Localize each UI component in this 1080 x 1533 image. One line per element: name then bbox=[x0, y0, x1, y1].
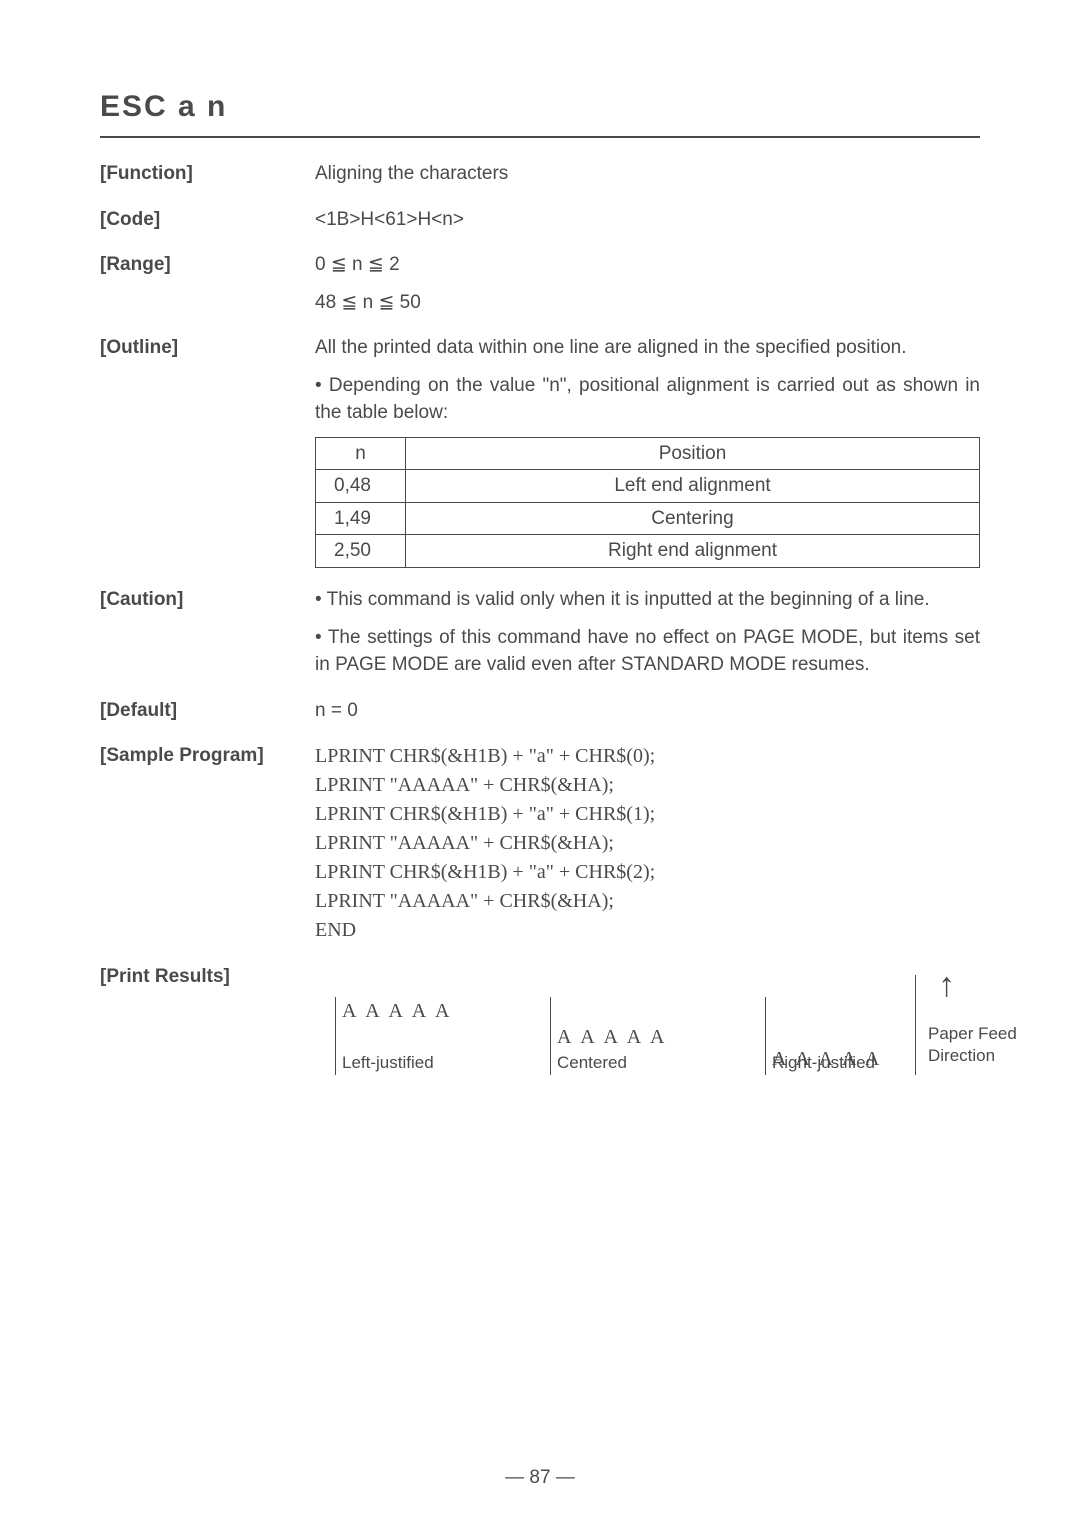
default-value: n = 0 bbox=[315, 697, 980, 725]
feed-label: Paper Feed Direction bbox=[928, 1023, 1017, 1067]
function-row: [Function] Aligning the characters bbox=[100, 160, 980, 188]
table-row: 1,49 Centering bbox=[316, 502, 980, 535]
paper-feed-box: ↑ Paper Feed Direction bbox=[915, 975, 1055, 1075]
print-right-label: Right-justified bbox=[772, 1051, 875, 1076]
code-line: LPRINT CHR$(&H1B) + "a" + CHR$(2); bbox=[315, 858, 980, 887]
sample-value: LPRINT CHR$(&H1B) + "a" + CHR$(0); LPRIN… bbox=[315, 742, 980, 945]
code-label: [Code] bbox=[100, 206, 315, 234]
code-row: [Code] <1B>H<61>H<n> bbox=[100, 206, 980, 234]
print-left-text: A A A A A bbox=[342, 997, 452, 1026]
code-line: END bbox=[315, 916, 980, 945]
print-left-col: A A A A A Left-justified bbox=[335, 997, 515, 1075]
table-head-pos: Position bbox=[406, 437, 980, 470]
range-line1: 0 ≦ n ≦ 2 bbox=[315, 251, 980, 279]
feed-line1: Paper Feed bbox=[928, 1024, 1017, 1043]
caution-row: [Caution] • This command is valid only w… bbox=[100, 586, 980, 679]
caution-label: [Caution] bbox=[100, 586, 315, 679]
sample-row: [Sample Program] LPRINT CHR$(&H1B) + "a"… bbox=[100, 742, 980, 945]
code-line: LPRINT "AAAAA" + CHR$(&HA); bbox=[315, 887, 980, 916]
function-label: [Function] bbox=[100, 160, 315, 188]
outline-p1: All the printed data within one line are… bbox=[315, 334, 980, 362]
table-row: 0,48 Left end alignment bbox=[316, 470, 980, 503]
table-cell: Left end alignment bbox=[406, 470, 980, 503]
table-cell: Right end alignment bbox=[406, 535, 980, 568]
outline-row: [Outline] All the printed data within on… bbox=[100, 334, 980, 568]
table-row: 2,50 Right end alignment bbox=[316, 535, 980, 568]
caution-p2: • The settings of this command have no e… bbox=[315, 624, 980, 679]
outline-value: All the printed data within one line are… bbox=[315, 334, 980, 568]
print-value: A A A A A Left-justified A A A A A Cente… bbox=[315, 967, 980, 1087]
print-label: [Print Results] bbox=[100, 963, 315, 1087]
table-cell: 1,49 bbox=[316, 502, 406, 535]
default-row: [Default] n = 0 bbox=[100, 697, 980, 725]
table-row: n Position bbox=[316, 437, 980, 470]
position-table: n Position 0,48 Left end alignment 1,49 … bbox=[315, 437, 980, 568]
table-cell: 0,48 bbox=[316, 470, 406, 503]
caution-value: • This command is valid only when it is … bbox=[315, 586, 980, 679]
arrow-up-icon: ↑ bbox=[938, 969, 955, 1003]
feed-line2: Direction bbox=[928, 1046, 995, 1065]
table-head-n: n bbox=[316, 437, 406, 470]
code-line: LPRINT "AAAAA" + CHR$(&HA); bbox=[315, 829, 980, 858]
table-cell: 2,50 bbox=[316, 535, 406, 568]
function-value: Aligning the characters bbox=[315, 160, 980, 188]
table-cell: Centering bbox=[406, 502, 980, 535]
range-line2: 48 ≦ n ≦ 50 bbox=[315, 289, 980, 317]
range-row: [Range] 0 ≦ n ≦ 2 48 ≦ n ≦ 50 bbox=[100, 251, 980, 316]
default-label: [Default] bbox=[100, 697, 315, 725]
range-label: [Range] bbox=[100, 251, 315, 316]
print-center-label: Centered bbox=[557, 1051, 627, 1076]
range-value: 0 ≦ n ≦ 2 48 ≦ n ≦ 50 bbox=[315, 251, 980, 316]
caution-p1: • This command is valid only when it is … bbox=[315, 586, 980, 614]
print-left-label: Left-justified bbox=[342, 1051, 434, 1076]
code-line: LPRINT CHR$(&H1B) + "a" + CHR$(1); bbox=[315, 800, 980, 829]
print-center-text: A A A A A bbox=[557, 1023, 667, 1052]
page-number: — 87 — bbox=[0, 1467, 1080, 1489]
code-line: LPRINT "AAAAA" + CHR$(&HA); bbox=[315, 771, 980, 800]
code-value: <1B>H<61>H<n> bbox=[315, 206, 980, 234]
code-line: LPRINT CHR$(&H1B) + "a" + CHR$(0); bbox=[315, 742, 980, 771]
sample-label: [Sample Program] bbox=[100, 742, 315, 945]
divider bbox=[100, 136, 980, 138]
print-row: [Print Results] A A A A A Left-justified… bbox=[100, 963, 980, 1087]
print-right-col: A A A A A Right-justified bbox=[765, 997, 915, 1075]
outline-p2: • Depending on the value "n", positional… bbox=[315, 372, 980, 427]
print-center-col: A A A A A Centered bbox=[550, 997, 730, 1075]
command-title: ESC a n bbox=[100, 90, 980, 124]
outline-label: [Outline] bbox=[100, 334, 315, 568]
